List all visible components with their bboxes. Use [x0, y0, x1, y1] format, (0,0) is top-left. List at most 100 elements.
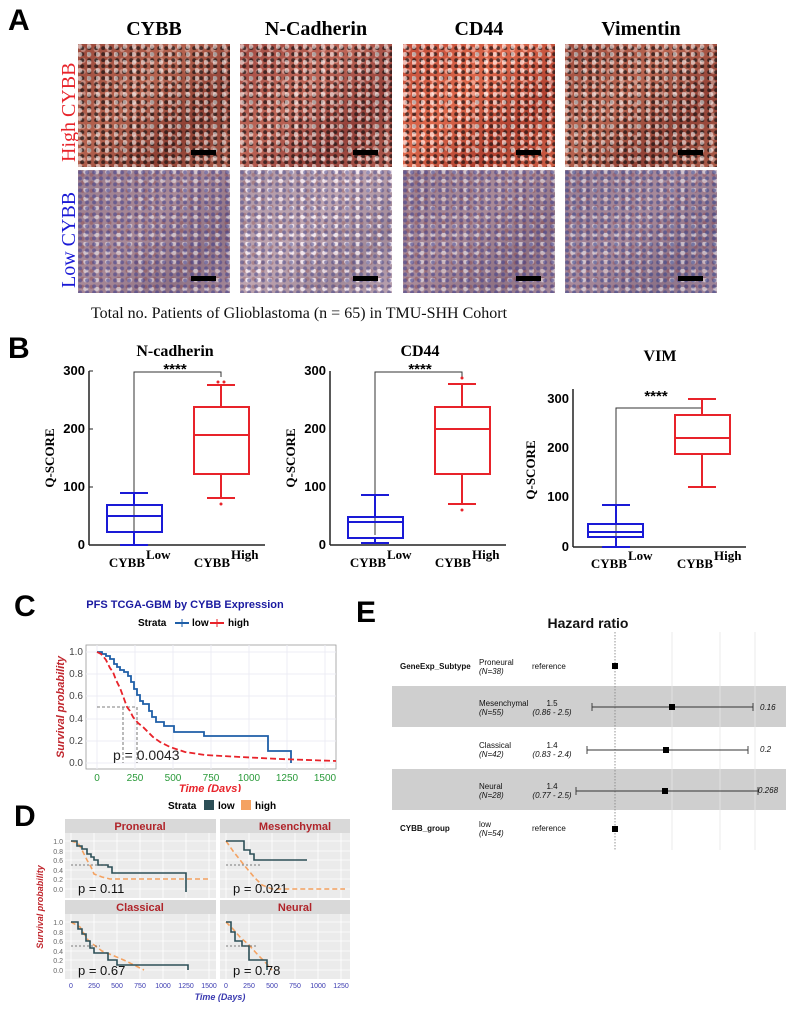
svg-text:750: 750 — [134, 983, 146, 990]
svg-text:200: 200 — [547, 440, 569, 455]
box-high — [193, 384, 250, 499]
box-high — [674, 398, 731, 488]
svg-text:1.4: 1.4 — [546, 782, 558, 791]
svg-text:low: low — [218, 801, 235, 812]
svg-text:reference: reference — [532, 824, 566, 833]
forest-plot: Hazard ratio GeneExp_Subtype Proneural (… — [392, 615, 786, 850]
svg-text:High: High — [231, 547, 259, 562]
svg-text:1500: 1500 — [201, 983, 217, 990]
svg-text:high: high — [255, 801, 276, 812]
km-facet-plot: Strata low high Proneural Mesenchymal Cl… — [35, 800, 350, 1002]
x-label-low: CYBB — [109, 555, 145, 570]
svg-text:0.8: 0.8 — [69, 669, 83, 680]
svg-text:Mesenchymal: Mesenchymal — [479, 699, 529, 708]
svg-text:500: 500 — [266, 983, 278, 990]
x-label-high: CYBB — [677, 556, 713, 571]
svg-text:200: 200 — [304, 421, 326, 436]
x-label-low: CYBB — [591, 556, 627, 571]
svg-text:High: High — [472, 547, 500, 562]
svg-text:500: 500 — [111, 983, 123, 990]
y-axis-label: Q-SCORE — [283, 428, 298, 487]
scale-bar — [678, 150, 703, 155]
svg-text:0.0: 0.0 — [53, 887, 63, 894]
svg-text:0.268: 0.268 — [758, 786, 779, 795]
ihc-image-high-cybb — [78, 44, 230, 167]
y-axis-label: Q-SCORE — [523, 440, 538, 499]
p-value: p = 0.67 — [78, 963, 125, 978]
svg-text:0.8: 0.8 — [53, 849, 63, 856]
facet-title: Proneural — [114, 821, 165, 833]
boxplot-n-cadherin: N-cadherin **** 0 100 200 300 Q-SCORE CY… — [42, 343, 265, 570]
svg-text:0.0: 0.0 — [69, 758, 83, 769]
scale-bar — [353, 276, 378, 281]
svg-text:0.2: 0.2 — [69, 736, 83, 747]
svg-text:0: 0 — [562, 539, 569, 554]
svg-text:1500: 1500 — [314, 773, 337, 784]
km-plot-pfs: PFS TCGA-GBM by CYBB Expression Strata l… — [55, 599, 337, 792]
chart-title: VIM — [644, 348, 677, 365]
facet-title: Classical — [116, 902, 164, 914]
p-value: p = 0.0043 — [113, 747, 180, 763]
scale-bar — [191, 150, 216, 155]
chart-title: PFS TCGA-GBM by CYBB Expression — [86, 599, 284, 611]
p-value: p = 0.78 — [233, 963, 280, 978]
svg-text:1250: 1250 — [178, 983, 194, 990]
p-value: p = 0.021 — [233, 881, 288, 896]
ihc-image-low-n-cadherin — [240, 170, 392, 293]
svg-text:(0.86 - 2.5): (0.86 - 2.5) — [532, 708, 571, 717]
svg-text:Neural: Neural — [479, 782, 503, 791]
svg-text:high: high — [228, 618, 249, 629]
legend: Strata low high — [168, 800, 276, 812]
svg-text:1000: 1000 — [310, 983, 326, 990]
svg-text:100: 100 — [547, 489, 569, 504]
ihc-image-high-n-cadherin — [240, 44, 392, 167]
svg-text:1.4: 1.4 — [546, 741, 558, 750]
svg-text:0.8: 0.8 — [53, 930, 63, 937]
box-low — [347, 494, 404, 544]
svg-text:Low: Low — [387, 547, 412, 562]
ihc-image-low-vimentin — [565, 170, 717, 293]
p-value: p = 0.11 — [78, 881, 124, 896]
y-tick: 200 — [63, 421, 85, 436]
svg-text:0.6: 0.6 — [53, 858, 63, 865]
svg-text:1.0: 1.0 — [53, 839, 63, 846]
svg-text:0.0: 0.0 — [53, 968, 63, 975]
scale-bar — [516, 150, 541, 155]
x-label-high: CYBB — [435, 555, 471, 570]
svg-text:0.4: 0.4 — [69, 714, 83, 725]
variable-label: GeneExp_Subtype — [400, 662, 471, 671]
svg-text:500: 500 — [165, 773, 182, 784]
variable-label: CYBB_group — [400, 824, 450, 833]
chart-title: Hazard ratio — [548, 615, 629, 631]
svg-text:Proneural: Proneural — [479, 658, 514, 667]
svg-text:250: 250 — [127, 773, 144, 784]
x-label-high: CYBB — [194, 555, 230, 570]
facet-title: Mesenchymal — [259, 821, 331, 833]
y-axis-label: Survival probability — [55, 655, 67, 758]
box-low — [106, 492, 163, 546]
svg-text:0: 0 — [224, 983, 228, 990]
significance-bracket — [133, 371, 222, 535]
svg-text:750: 750 — [289, 983, 301, 990]
x-axis-label: Time (Days) — [179, 783, 241, 792]
svg-text:0.2: 0.2 — [53, 877, 63, 884]
y-axis-label: Q-SCORE — [42, 428, 57, 487]
panel-letter-b: B — [8, 332, 30, 365]
significance-stars: **** — [163, 361, 187, 378]
scale-bar — [678, 276, 703, 281]
significance-bracket — [374, 371, 463, 535]
svg-text:(N=54): (N=54) — [479, 829, 504, 838]
svg-text:(0.83 - 2.4): (0.83 - 2.4) — [532, 750, 571, 759]
significance-stars: **** — [408, 361, 432, 378]
svg-text:(0.77 - 2.5): (0.77 - 2.5) — [532, 791, 571, 800]
svg-text:(N=28): (N=28) — [479, 791, 504, 800]
svg-text:0.2: 0.2 — [760, 745, 772, 754]
facet-title: Neural — [278, 902, 312, 914]
km-curve-low — [97, 651, 292, 763]
svg-text:750: 750 — [203, 773, 220, 784]
svg-text:Strata: Strata — [168, 801, 197, 812]
panel-letter-c: C — [14, 590, 36, 623]
svg-text:0: 0 — [69, 983, 73, 990]
significance-stars: **** — [644, 388, 668, 405]
svg-text:0.6: 0.6 — [69, 691, 83, 702]
